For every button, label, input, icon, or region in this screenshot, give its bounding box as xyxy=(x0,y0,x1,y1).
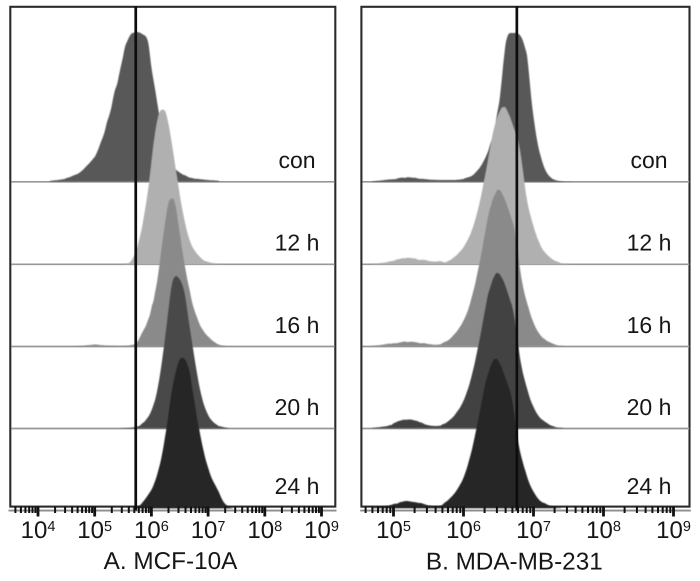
svg-text:con: con xyxy=(630,147,667,173)
svg-text:12 h: 12 h xyxy=(275,230,320,256)
svg-text:16 h: 16 h xyxy=(627,312,672,338)
svg-text:A. MCF-10A: A. MCF-10A xyxy=(104,548,238,575)
svg-text:20 h: 20 h xyxy=(627,394,672,420)
svg-text:B. MDA-MB-231: B. MDA-MB-231 xyxy=(426,549,603,576)
svg-text:12 h: 12 h xyxy=(627,230,672,256)
svg-text:24 h: 24 h xyxy=(275,473,320,499)
svg-text:24 h: 24 h xyxy=(627,473,672,499)
svg-text:20 h: 20 h xyxy=(275,394,320,420)
svg-text:16 h: 16 h xyxy=(275,312,320,338)
svg-text:con: con xyxy=(278,147,315,173)
